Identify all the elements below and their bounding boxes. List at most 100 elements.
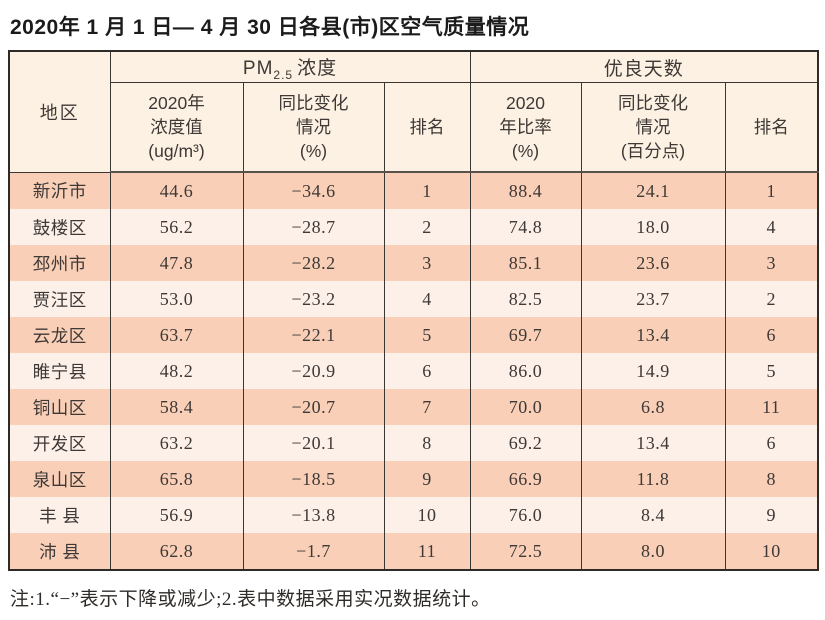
pm25-value-cell: 53.0 <box>109 281 244 317</box>
header-pm25-group: PM2.5 浓度 <box>109 50 471 83</box>
page-title: 2020年 1 月 1 日— 4 月 30 日各县(市)区空气质量情况 <box>10 16 530 39</box>
pm25-change-cell: −13.8 <box>242 497 385 533</box>
region-cell: 沛 县 <box>8 533 111 570</box>
good-rate-cell: 88.4 <box>469 172 582 209</box>
region-cell: 丰 县 <box>8 497 111 533</box>
pm25-value-cell: 65.8 <box>109 461 244 497</box>
region-cell: 开发区 <box>8 425 111 461</box>
header-pm25-rank: 排名 <box>383 82 471 173</box>
pm25-change-cell: −20.7 <box>242 389 385 425</box>
pm25-change-cell: −18.5 <box>242 461 385 497</box>
header-good-rank: 排名 <box>724 82 819 173</box>
pm25-value-cell: 48.2 <box>109 353 244 389</box>
table-header: 地区 PM2.5 浓度 优良天数 2020年 浓度值 (ug/m³) 同比变化 情… <box>8 50 819 173</box>
good-rate-change-cell: 13.4 <box>580 317 726 353</box>
good-rate-cell: 74.8 <box>469 209 582 245</box>
pm25-change-cell: −22.1 <box>242 317 385 353</box>
good-rate-cell: 70.0 <box>469 389 582 425</box>
header-region: 地区 <box>8 50 111 173</box>
pm25-value-cell: 63.7 <box>109 317 244 353</box>
header-good-days-group: 优良天数 <box>469 50 819 83</box>
pm25-label-subscript: 2.5 <box>273 67 294 82</box>
pm25-change-cell: −34.6 <box>242 172 385 209</box>
table-row: 贾汪区 53.0 −23.2 4 82.5 23.7 2 <box>8 281 819 317</box>
header-sub-row: 2020年 浓度值 (ug/m³) 同比变化 情况 (%) 排名 2020 年比… <box>9 82 819 173</box>
pm25-rank-cell: 4 <box>383 281 471 317</box>
header-good-rate: 2020 年比率 (%) <box>469 82 582 173</box>
pm25-value-cell: 56.9 <box>109 497 244 533</box>
pm25-change-cell: −28.7 <box>242 209 385 245</box>
pm25-rank-cell: 2 <box>383 209 471 245</box>
table-row: 邳州市 47.8 −28.2 3 85.1 23.6 3 <box>8 245 819 281</box>
region-cell: 邳州市 <box>8 245 111 281</box>
table-row: 泉山区 65.8 −18.5 9 66.9 11.8 8 <box>8 461 819 497</box>
pm25-rank-cell: 1 <box>383 172 471 209</box>
table-row: 沛 县 62.8 −1.7 11 72.5 8.0 10 <box>8 533 819 570</box>
good-rate-cell: 85.1 <box>469 245 582 281</box>
good-rate-change-cell: 23.7 <box>580 281 726 317</box>
good-rate-cell: 66.9 <box>469 461 582 497</box>
pm25-rank-cell: 6 <box>383 353 471 389</box>
pm25-change-cell: −20.1 <box>242 425 385 461</box>
good-rank-cell: 8 <box>724 461 819 497</box>
good-rate-change-cell: 14.9 <box>580 353 726 389</box>
region-cell: 鼓楼区 <box>8 209 111 245</box>
table-row: 云龙区 63.7 −22.1 5 69.7 13.4 6 <box>8 317 819 353</box>
pm25-rank-cell: 7 <box>383 389 471 425</box>
pm25-rank-cell: 5 <box>383 317 471 353</box>
pm25-value-cell: 63.2 <box>109 425 244 461</box>
good-rate-cell: 76.0 <box>469 497 582 533</box>
pm25-rank-cell: 10 <box>383 497 471 533</box>
air-quality-table: 地区 PM2.5 浓度 优良天数 2020年 浓度值 (ug/m³) 同比变化 情… <box>8 50 819 571</box>
good-rank-cell: 10 <box>724 533 819 570</box>
good-rate-cell: 86.0 <box>469 353 582 389</box>
region-cell: 睢宁县 <box>8 353 111 389</box>
table-row: 睢宁县 48.2 −20.9 6 86.0 14.9 5 <box>8 353 819 389</box>
pm25-rank-cell: 9 <box>383 461 471 497</box>
header-pm25-value: 2020年 浓度值 (ug/m³) <box>109 82 244 173</box>
good-rate-cell: 69.2 <box>469 425 582 461</box>
pm25-change-cell: −1.7 <box>242 533 385 570</box>
table-row: 新沂市 44.6 −34.6 1 88.4 24.1 1 <box>8 172 819 209</box>
header-group-row: 地区 PM2.5 浓度 优良天数 <box>8 50 819 173</box>
header-pm25-change: 同比变化 情况 (%) <box>242 82 385 173</box>
table-body: 新沂市 44.6 −34.6 1 88.4 24.1 1 鼓楼区 56.2 −28.7 2 74.8 1… <box>8 172 819 570</box>
table-row: 鼓楼区 56.2 −28.7 2 74.8 18.0 4 <box>8 209 819 245</box>
good-rank-cell: 3 <box>724 245 819 281</box>
region-cell: 云龙区 <box>8 317 111 353</box>
table-row: 开发区 63.2 −20.1 8 69.2 13.4 6 <box>8 425 819 461</box>
good-rate-change-cell: 6.8 <box>580 389 726 425</box>
good-rate-change-cell: 11.8 <box>580 461 726 497</box>
region-cell: 铜山区 <box>8 389 111 425</box>
pm25-value-cell: 47.8 <box>109 245 244 281</box>
region-cell: 新沂市 <box>8 172 111 209</box>
region-cell: 贾汪区 <box>8 281 111 317</box>
good-rate-change-cell: 8.0 <box>580 533 726 570</box>
table-row: 丰 县 56.9 −13.8 10 76.0 8.4 9 <box>8 497 819 533</box>
good-rank-cell: 6 <box>724 425 819 461</box>
pm25-value-cell: 58.4 <box>109 389 244 425</box>
pm25-change-cell: −28.2 <box>242 245 385 281</box>
pm25-value-cell: 56.2 <box>109 209 244 245</box>
pm25-value-cell: 44.6 <box>109 172 244 209</box>
good-rate-cell: 82.5 <box>469 281 582 317</box>
good-rate-change-cell: 23.6 <box>580 245 726 281</box>
pm25-rank-cell: 11 <box>383 533 471 570</box>
good-rank-cell: 5 <box>724 353 819 389</box>
good-rank-cell: 6 <box>724 317 819 353</box>
good-rate-cell: 72.5 <box>469 533 582 570</box>
footnote: 注:1.“−”表示下降或减少;2.表中数据采用实况数据统计。 <box>10 589 491 610</box>
good-rate-change-cell: 18.0 <box>580 209 726 245</box>
pm25-label-prefix: PM <box>242 57 274 79</box>
good-rank-cell: 1 <box>724 172 819 209</box>
good-rank-cell: 4 <box>724 209 819 245</box>
good-rate-change-cell: 24.1 <box>580 172 726 209</box>
pm25-change-cell: −20.9 <box>242 353 385 389</box>
good-rate-change-cell: 13.4 <box>580 425 726 461</box>
table-row: 铜山区 58.4 −20.7 7 70.0 6.8 11 <box>8 389 819 425</box>
good-rank-cell: 11 <box>724 389 819 425</box>
good-rank-cell: 2 <box>724 281 819 317</box>
pm25-rank-cell: 8 <box>383 425 471 461</box>
good-rate-change-cell: 8.4 <box>580 497 726 533</box>
